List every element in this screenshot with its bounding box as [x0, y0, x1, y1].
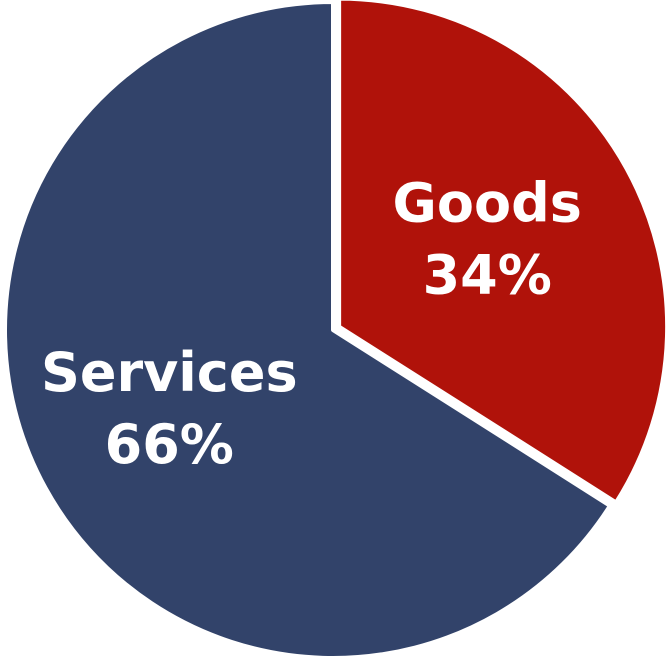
- pie-slice-services: [3, 0, 612, 659]
- pie-slices: [3, 0, 669, 659]
- pie-value-label-goods: 34%: [423, 244, 552, 307]
- pie-value-label-services: 66%: [105, 413, 234, 476]
- pie-labels: Goods 34% Services 66%: [41, 172, 582, 476]
- pie-label-goods: Goods: [393, 172, 582, 235]
- pie-label-services: Services: [41, 341, 298, 404]
- pie-slice-goods: [337, 0, 669, 505]
